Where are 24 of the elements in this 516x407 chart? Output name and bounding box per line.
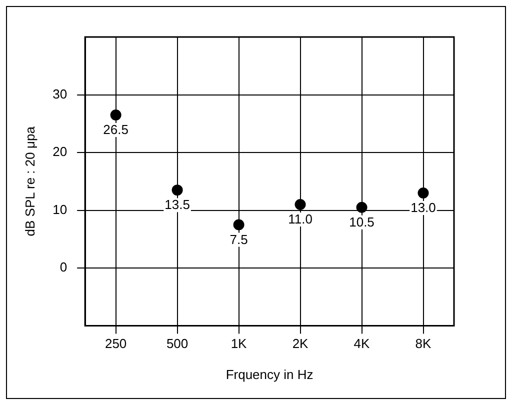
- data-label: 26.5: [103, 122, 128, 138]
- point: [110, 109, 122, 120]
- point: [172, 184, 183, 196]
- point: [294, 199, 306, 210]
- x-tick-label: 4K: [354, 336, 370, 352]
- y-tick-label: 20: [52, 144, 68, 160]
- x-tick-label: 8K: [415, 336, 432, 352]
- x-tick-label: 1K: [230, 336, 248, 352]
- x-tick-label: 2K: [292, 336, 309, 352]
- data-label: 13.0: [410, 200, 436, 216]
- point: [233, 219, 244, 230]
- y-tick-label: 0: [60, 260, 68, 275]
- x-tick-label: 250: [104, 336, 127, 352]
- point: [418, 187, 429, 198]
- data-label: 11.0: [288, 212, 312, 227]
- point: [356, 202, 368, 213]
- data-label: 10.5: [349, 214, 374, 230]
- y-tick-label: 30: [52, 86, 68, 102]
- x-tick-label: 500: [166, 336, 188, 352]
- y-axis-title: dB SPL re : 20 μpa: [22, 126, 38, 236]
- x-axis-title: Frquency in Hz: [226, 366, 314, 382]
- data-label: 7.5: [230, 232, 248, 247]
- y-tick-label: 10: [52, 202, 68, 217]
- data-label: 13.5: [164, 197, 190, 212]
